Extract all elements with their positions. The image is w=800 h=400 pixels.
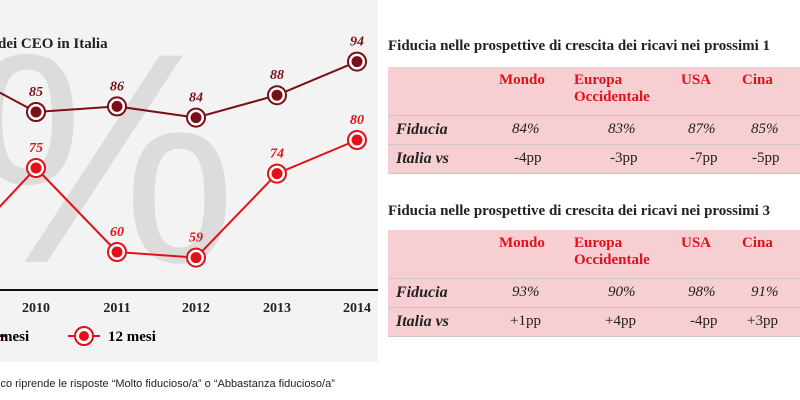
data-label: 80 [350,113,364,128]
table-2-row-italia-vs: Italia vs +1pp +4pp -4pp +3pp [388,308,800,337]
chart-panel [0,0,378,362]
table-cell: -4pp [690,313,718,329]
x-tick-label: 2011 [103,301,130,316]
table-cell: -7pp [690,150,718,166]
series-line-2 [0,139,358,259]
data-label: 86 [110,79,124,94]
table-cell: 87% [688,121,716,137]
table-2-header-cina: Cina [742,235,773,251]
table-2-header-mondo: Mondo [499,235,545,251]
table-1-title: Fiducia nelle prospettive di crescita de… [388,38,771,54]
table-1-header-usa: USA [681,72,712,88]
data-label: 75 [29,141,43,156]
table-cell: 84% [512,121,540,137]
data-label: 85 [29,85,43,100]
data-point-core [190,252,202,264]
data-point-core [271,168,283,180]
data-point-core [351,56,363,68]
table-1-header: Mondo Europa Occidentale USA Cina [388,67,800,116]
data-label: 59 [189,231,203,246]
data-label: 60 [110,225,124,240]
x-tick-label: 2013 [263,301,291,316]
data-point-core [111,100,123,112]
row-label: Italia vs [396,313,449,330]
table-1-header-mondo: Mondo [499,72,545,88]
table-cell: 85% [751,121,779,137]
data-label: 84 [189,91,203,106]
table-cell: +1pp [510,313,541,329]
table-cell: 98% [688,284,716,300]
table-cell: -5pp [752,150,780,166]
data-label: 94 [350,35,364,50]
data-point-core [190,112,202,124]
x-tick-label: 2010 [22,301,50,316]
x-tick-label: 2014 [343,301,371,316]
table-cell: 90% [608,284,636,300]
table-1: Mondo Europa Occidentale USA Cina Fiduci… [388,67,800,174]
data-point-core [271,89,283,101]
row-label: Italia vs [396,150,449,167]
legend: mesi 12 mesi [0,326,156,346]
table-cell: 93% [512,284,540,300]
legend-label-series-1: mesi [0,329,29,345]
x-tick-label: 2012 [182,301,210,316]
chart-title: dei CEO in Italia [0,36,108,52]
table-1-row-italia-vs: Italia vs -4pp -3pp -7pp -5pp [388,145,800,174]
table-2-row-fiducia: Fiducia 93% 90% 98% 91% [388,279,800,308]
row-label: Fiducia [396,121,448,138]
table-cell: -4pp [514,150,542,166]
data-point-core [111,246,123,258]
data-point-core [30,162,42,174]
table-2-header-europa: Europa Occidentale [574,235,650,268]
table-cell: 91% [751,284,779,300]
data-label: 74 [270,147,284,162]
table-cell: -3pp [610,150,638,166]
table-1-header-europa: Europa Occidentale [574,72,650,105]
table-cell: +3pp [747,313,778,329]
data-point-core [351,134,363,146]
table-1-header-cina: Cina [742,72,773,88]
table-cell: +4pp [605,313,636,329]
table-cell: 83% [608,121,636,137]
row-label: Fiducia [396,284,448,301]
data-label: 88 [270,68,284,83]
table-1-row-fiducia: Fiducia 84% 83% 87% 85% [388,116,800,145]
table-2-header-usa: USA [681,235,712,251]
table-2: Mondo Europa Occidentale USA Cina Fiduci… [388,230,800,337]
data-point-core [30,106,42,118]
legend-label-series-2: 12 mesi [108,329,156,345]
table-2-header: Mondo Europa Occidentale USA Cina [388,230,800,279]
table-2-title: Fiducia nelle prospettive di crescita de… [388,203,771,219]
footnote: ico riprende le risposte “Molto fiducios… [0,378,335,390]
